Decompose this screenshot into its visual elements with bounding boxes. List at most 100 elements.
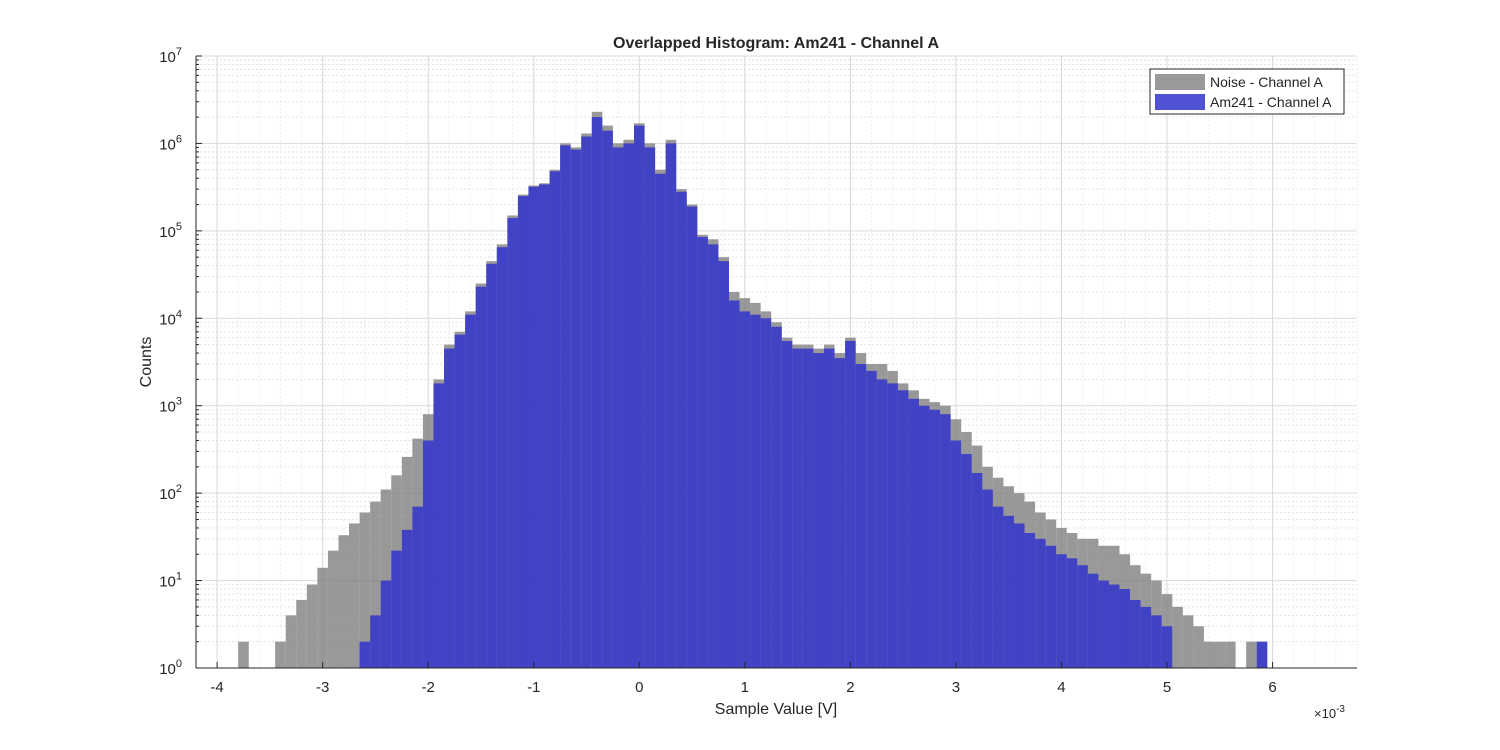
histogram-bar [1130, 599, 1141, 668]
histogram-bar [359, 641, 371, 668]
histogram-bar [528, 186, 540, 668]
y-tick-label: 103 [159, 396, 182, 416]
histogram-bar [1003, 515, 1014, 668]
histogram-bar [961, 454, 972, 668]
histogram-bar [845, 340, 856, 668]
histogram-bar [238, 641, 249, 668]
histogram-bar [739, 311, 751, 668]
histogram-bar [876, 379, 888, 668]
histogram-bar [686, 206, 698, 668]
histogram-bar [465, 314, 476, 668]
histogram-bar [1035, 538, 1046, 668]
histogram-bar [792, 348, 803, 668]
histogram-bar [665, 143, 677, 668]
histogram-bar [750, 314, 761, 668]
y-tick-label: 106 [159, 133, 182, 153]
histogram-bar [486, 263, 497, 668]
legend-label-am241: Am241 - Channel A [1210, 94, 1332, 110]
histogram-bar [950, 440, 962, 668]
y-tick-label: 107 [159, 46, 182, 66]
histogram-bar [306, 584, 318, 668]
histogram-bar [834, 358, 846, 668]
histogram-bar [1161, 626, 1173, 668]
histogram-bar [1246, 641, 1257, 668]
histogram-bar [971, 472, 983, 668]
histogram-bar [539, 184, 550, 669]
x-tick-label: 6 [1268, 679, 1276, 696]
histogram-bar [475, 286, 487, 668]
series-1 [359, 117, 1268, 669]
histogram-bar [570, 149, 582, 669]
histogram-bar [317, 567, 328, 668]
histogram-bar [507, 218, 518, 669]
x-tick-label: 1 [741, 679, 749, 696]
histogram-bar [602, 130, 613, 668]
y-tick-label: 100 [159, 658, 182, 678]
histogram-bar [549, 171, 561, 669]
histogram-bar [644, 147, 656, 668]
histogram-bar [823, 348, 835, 668]
histogram-bar [897, 390, 909, 668]
histogram-bar [1013, 523, 1025, 668]
histogram-bar [802, 348, 814, 668]
histogram-bar [1225, 641, 1236, 668]
axes-layer: -4 -3 -2 -1 0 1 2 3 4 5 6 100 101 102 103 104 105 106 107 [159, 46, 1357, 696]
histogram-bar [697, 237, 708, 668]
histogram-bar [908, 398, 919, 668]
histogram-bar [982, 489, 993, 668]
x-tick-label: 2 [846, 679, 854, 696]
histogram-bar [359, 512, 371, 668]
y-tick-label: 105 [159, 221, 182, 241]
histogram-bar [718, 261, 730, 668]
x-tick-label: 0 [635, 679, 643, 696]
histogram-bar [454, 334, 466, 668]
histogram-bar [866, 370, 877, 668]
histogram-bar [929, 409, 941, 668]
histogram-bar [729, 300, 740, 668]
histogram-bar [370, 501, 381, 668]
histogram-bar [1098, 580, 1109, 668]
histogram-bar [338, 535, 350, 668]
x-tick-label: 5 [1163, 679, 1171, 696]
histogram-bar [296, 599, 307, 668]
histogram-bar [1203, 641, 1215, 668]
legend-swatch-am241 [1155, 94, 1205, 110]
histogram-bar [517, 196, 529, 669]
legend: Noise - Channel A Am241 - Channel A [1149, 68, 1345, 115]
y-tick-label: 102 [159, 483, 182, 503]
histogram-bar [412, 506, 423, 668]
histogram-bar [1151, 615, 1162, 668]
histogram-bar [401, 529, 413, 668]
histogram-bar [1172, 606, 1183, 668]
x-tick-label: -1 [527, 679, 540, 696]
x-exponent-base: ×10 [1314, 706, 1336, 721]
histogram-bar [380, 580, 392, 668]
chart-title: Overlapped Histogram: Am241 - Channel A [613, 35, 939, 52]
y-tick-label: 104 [159, 308, 182, 328]
x-tick-label: -3 [316, 679, 329, 696]
histogram-bar [349, 523, 360, 668]
histogram-bar [1024, 533, 1036, 668]
histogram-bar [771, 326, 782, 668]
histogram-bar [422, 440, 434, 668]
histogram-bar [444, 348, 455, 668]
x-tick-label: -4 [210, 679, 223, 696]
histogram-bar [275, 641, 286, 668]
histogram-bar [707, 244, 719, 668]
histogram-bar [1182, 615, 1194, 668]
histogram-bar [887, 383, 898, 668]
histogram-bar [760, 318, 772, 668]
histogram-bar [855, 364, 867, 668]
x-tick-label: -2 [422, 679, 435, 696]
y-axis-label: Counts [138, 337, 155, 388]
bars-layer [238, 111, 1268, 669]
histogram-bar [676, 191, 687, 668]
histogram-bar [1214, 641, 1226, 668]
histogram-bar [496, 247, 508, 668]
histogram-bar [1066, 558, 1078, 668]
histogram-bar [327, 550, 339, 668]
x-exponent-label: ×10-3 [1314, 704, 1345, 721]
histogram-bar [1108, 584, 1120, 668]
histogram-bar [285, 615, 297, 668]
